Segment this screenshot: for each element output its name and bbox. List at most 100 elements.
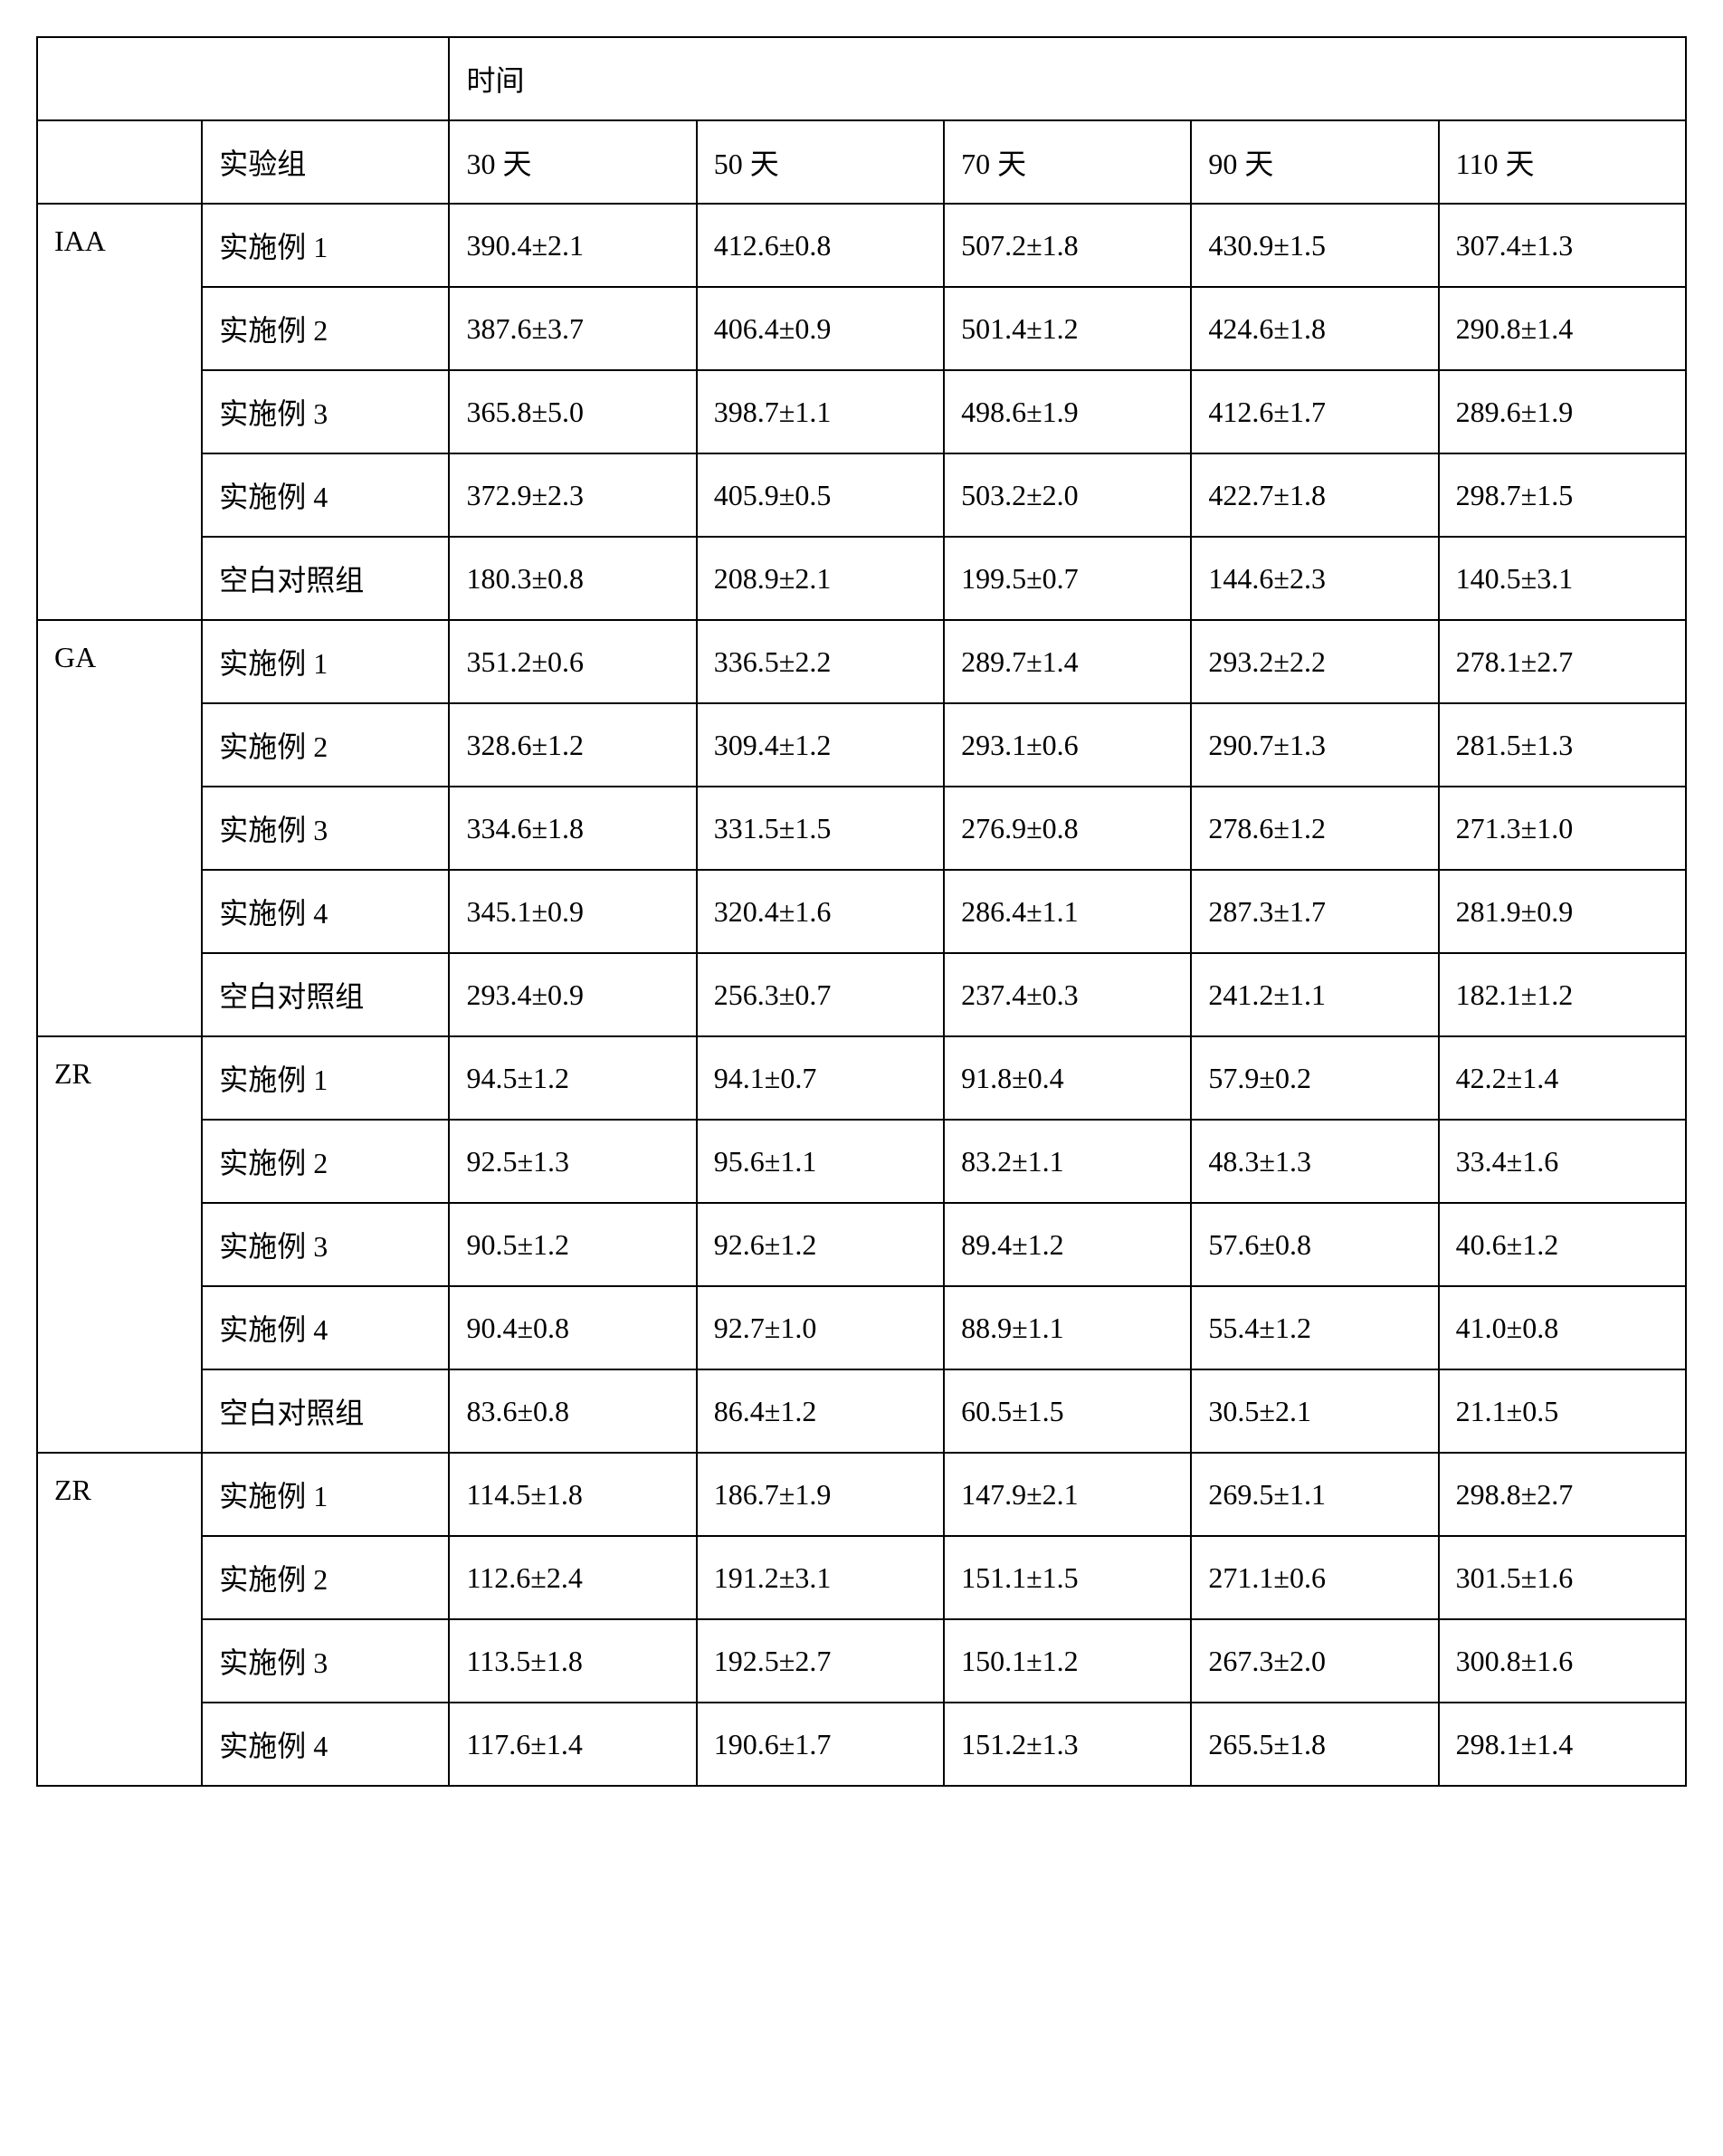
value-cell: 94.1±0.7	[697, 1036, 944, 1120]
value-cell: 336.5±2.2	[697, 620, 944, 703]
value-cell: 33.4±1.6	[1439, 1120, 1686, 1203]
header-time-column: 90 天	[1191, 120, 1438, 204]
group-cell: 空白对照组	[202, 1369, 449, 1453]
group-cell: 实施例 2	[202, 1120, 449, 1203]
table-row: GA实施例 1351.2±0.6336.5±2.2289.7±1.4293.2±…	[37, 620, 1686, 703]
header-time-column: 70 天	[944, 120, 1191, 204]
data-table: 时间实验组30 天50 天70 天90 天110 天IAA实施例 1390.4±…	[36, 36, 1687, 1787]
group-cell: 空白对照组	[202, 953, 449, 1036]
value-cell: 94.5±1.2	[449, 1036, 696, 1120]
value-cell: 95.6±1.1	[697, 1120, 944, 1203]
value-cell: 290.7±1.3	[1191, 703, 1438, 787]
table-row: 空白对照组293.4±0.9256.3±0.7237.4±0.3241.2±1.…	[37, 953, 1686, 1036]
group-cell: 实施例 1	[202, 204, 449, 287]
value-cell: 293.1±0.6	[944, 703, 1191, 787]
value-cell: 91.8±0.4	[944, 1036, 1191, 1120]
analyte-cell: GA	[37, 620, 202, 1036]
value-cell: 48.3±1.3	[1191, 1120, 1438, 1203]
value-cell: 92.6±1.2	[697, 1203, 944, 1286]
value-cell: 21.1±0.5	[1439, 1369, 1686, 1453]
value-cell: 430.9±1.5	[1191, 204, 1438, 287]
value-cell: 287.3±1.7	[1191, 870, 1438, 953]
value-cell: 286.4±1.1	[944, 870, 1191, 953]
value-cell: 412.6±0.8	[697, 204, 944, 287]
group-cell: 实施例 1	[202, 1453, 449, 1536]
header-empty-cell	[37, 37, 449, 120]
value-cell: 372.9±2.3	[449, 453, 696, 537]
group-cell: 实施例 4	[202, 453, 449, 537]
value-cell: 180.3±0.8	[449, 537, 696, 620]
value-cell: 412.6±1.7	[1191, 370, 1438, 453]
value-cell: 140.5±3.1	[1439, 537, 1686, 620]
group-cell: 实施例 4	[202, 1286, 449, 1369]
value-cell: 90.5±1.2	[449, 1203, 696, 1286]
header-time-column: 30 天	[449, 120, 696, 204]
value-cell: 150.1±1.2	[944, 1619, 1191, 1703]
value-cell: 406.4±0.9	[697, 287, 944, 370]
value-cell: 331.5±1.5	[697, 787, 944, 870]
value-cell: 422.7±1.8	[1191, 453, 1438, 537]
value-cell: 351.2±0.6	[449, 620, 696, 703]
group-cell: 实施例 1	[202, 620, 449, 703]
analyte-cell: ZR	[37, 1036, 202, 1453]
table-row: ZR实施例 194.5±1.294.1±0.791.8±0.457.9±0.24…	[37, 1036, 1686, 1120]
value-cell: 186.7±1.9	[697, 1453, 944, 1536]
group-cell: 实施例 3	[202, 1619, 449, 1703]
value-cell: 365.8±5.0	[449, 370, 696, 453]
value-cell: 267.3±2.0	[1191, 1619, 1438, 1703]
value-cell: 328.6±1.2	[449, 703, 696, 787]
value-cell: 498.6±1.9	[944, 370, 1191, 453]
value-cell: 191.2±3.1	[697, 1536, 944, 1619]
group-cell: 实施例 3	[202, 1203, 449, 1286]
table-row: 实施例 2328.6±1.2309.4±1.2293.1±0.6290.7±1.…	[37, 703, 1686, 787]
value-cell: 289.7±1.4	[944, 620, 1191, 703]
table-row: IAA实施例 1390.4±2.1412.6±0.8507.2±1.8430.9…	[37, 204, 1686, 287]
value-cell: 405.9±0.5	[697, 453, 944, 537]
value-cell: 57.9±0.2	[1191, 1036, 1438, 1120]
header-time-column: 110 天	[1439, 120, 1686, 204]
value-cell: 281.9±0.9	[1439, 870, 1686, 953]
value-cell: 88.9±1.1	[944, 1286, 1191, 1369]
value-cell: 114.5±1.8	[449, 1453, 696, 1536]
value-cell: 92.7±1.0	[697, 1286, 944, 1369]
value-cell: 309.4±1.2	[697, 703, 944, 787]
value-cell: 289.6±1.9	[1439, 370, 1686, 453]
table-header-row-2: 实验组30 天50 天70 天90 天110 天	[37, 120, 1686, 204]
value-cell: 192.5±2.7	[697, 1619, 944, 1703]
value-cell: 265.5±1.8	[1191, 1703, 1438, 1786]
table-row: 实施例 3365.8±5.0398.7±1.1498.6±1.9412.6±1.…	[37, 370, 1686, 453]
value-cell: 147.9±2.1	[944, 1453, 1191, 1536]
value-cell: 57.6±0.8	[1191, 1203, 1438, 1286]
value-cell: 278.6±1.2	[1191, 787, 1438, 870]
value-cell: 424.6±1.8	[1191, 287, 1438, 370]
value-cell: 83.6±0.8	[449, 1369, 696, 1453]
value-cell: 301.5±1.6	[1439, 1536, 1686, 1619]
table-header-row-1: 时间	[37, 37, 1686, 120]
value-cell: 298.8±2.7	[1439, 1453, 1686, 1536]
table-row: 空白对照组180.3±0.8208.9±2.1199.5±0.7144.6±2.…	[37, 537, 1686, 620]
value-cell: 60.5±1.5	[944, 1369, 1191, 1453]
value-cell: 92.5±1.3	[449, 1120, 696, 1203]
analyte-cell: IAA	[37, 204, 202, 620]
value-cell: 271.1±0.6	[1191, 1536, 1438, 1619]
header-time-column: 50 天	[697, 120, 944, 204]
analyte-cell: ZR	[37, 1453, 202, 1786]
group-cell: 实施例 4	[202, 870, 449, 953]
value-cell: 278.1±2.7	[1439, 620, 1686, 703]
value-cell: 112.6±2.4	[449, 1536, 696, 1619]
value-cell: 208.9±2.1	[697, 537, 944, 620]
table-row: 实施例 3334.6±1.8331.5±1.5276.9±0.8278.6±1.…	[37, 787, 1686, 870]
value-cell: 307.4±1.3	[1439, 204, 1686, 287]
value-cell: 86.4±1.2	[697, 1369, 944, 1453]
value-cell: 387.6±3.7	[449, 287, 696, 370]
value-cell: 117.6±1.4	[449, 1703, 696, 1786]
value-cell: 190.6±1.7	[697, 1703, 944, 1786]
table-row: 实施例 2112.6±2.4191.2±3.1151.1±1.5271.1±0.…	[37, 1536, 1686, 1619]
value-cell: 507.2±1.8	[944, 204, 1191, 287]
value-cell: 503.2±2.0	[944, 453, 1191, 537]
value-cell: 269.5±1.1	[1191, 1453, 1438, 1536]
table-row: 实施例 4117.6±1.4190.6±1.7151.2±1.3265.5±1.…	[37, 1703, 1686, 1786]
table-row: 实施例 292.5±1.395.6±1.183.2±1.148.3±1.333.…	[37, 1120, 1686, 1203]
group-cell: 实施例 2	[202, 1536, 449, 1619]
value-cell: 276.9±0.8	[944, 787, 1191, 870]
